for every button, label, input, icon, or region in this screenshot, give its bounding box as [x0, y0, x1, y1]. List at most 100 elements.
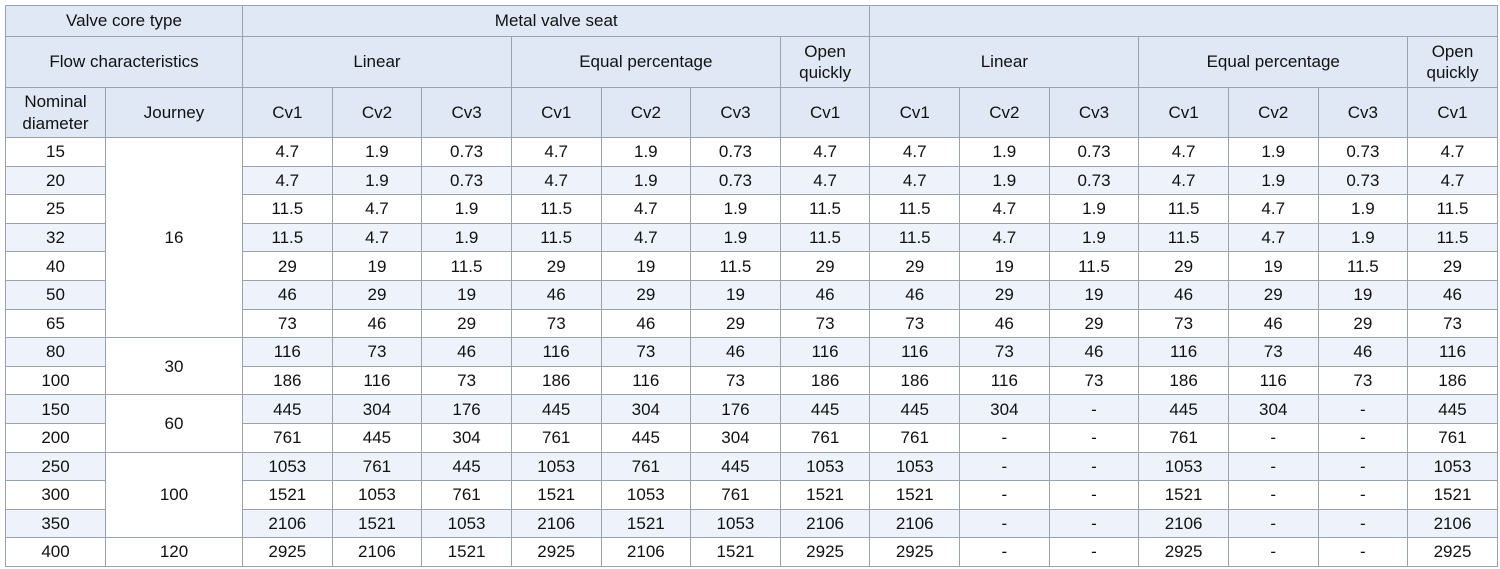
- cv-cell: -: [1227, 508, 1319, 539]
- column-header: Cv3: [690, 87, 781, 138]
- header-cell: Metal valve seat: [242, 5, 871, 37]
- cv-cell: 761: [421, 480, 512, 510]
- journey-cell: 100: [104, 451, 244, 539]
- cv-cell: 46: [959, 308, 1050, 339]
- cv-cell: -: [1317, 422, 1409, 453]
- cv-cell: 73: [510, 308, 602, 339]
- group-header: Open quickly: [779, 36, 871, 88]
- cv-cell: 0.73: [421, 165, 512, 196]
- table-row: 50 46 29 19 46 29 19 46 46 29 19 46 29 19 46: [5, 279, 1498, 310]
- cv-cell: 761: [779, 422, 871, 453]
- table-row: Nominal diameter Journey Cv1 Cv2 Cv3 Cv1 Cv2 Cv…: [5, 87, 1498, 138]
- cv-cell: 1053: [779, 451, 871, 482]
- table-row: 20 4.7 1.9 0.73 4.7 1.9 0.73 4.7 4.7 1.9 0.73 4.7 1.…: [5, 165, 1498, 196]
- cv-cell: 116: [869, 337, 961, 367]
- cv-cell: 73: [421, 365, 512, 396]
- cv-cell: 73: [779, 308, 871, 339]
- cv-cell: 186: [1407, 365, 1498, 396]
- table-row: 65 73 46 29 73 46 29 73 73 46 29 73 46 29 73: [5, 308, 1498, 339]
- cv-cell: 29: [331, 279, 423, 310]
- cv-cell: 46: [1048, 337, 1140, 367]
- cv-cell: 445: [600, 422, 692, 453]
- column-header: Cv2: [959, 87, 1050, 138]
- cv-cell: 4.7: [331, 222, 423, 253]
- cv-cell: 445: [690, 451, 781, 482]
- table-row: 300 1521 1053 761 1521 1053 761 1521 1521- -1521-…: [5, 480, 1498, 510]
- cv-cell: 1521: [1138, 480, 1229, 510]
- cv-cell: 4.7: [600, 222, 692, 253]
- diameter-cell: 32: [5, 222, 106, 253]
- cv-cell: 1053: [1138, 451, 1229, 482]
- cv-cell: 73: [242, 308, 333, 339]
- cv-cell: 19: [959, 251, 1050, 281]
- header-cell: Journey: [104, 87, 244, 138]
- column-header: Cv3: [421, 87, 512, 138]
- cv-cell: 2925: [779, 537, 871, 567]
- cv-cell: 2106: [779, 508, 871, 539]
- cv-cell: 761: [331, 451, 423, 482]
- cv-cell: -: [1317, 394, 1409, 424]
- cv-cell: 29: [779, 251, 871, 281]
- cv-cell: 1053: [869, 451, 961, 482]
- cv-cell: 176: [421, 394, 512, 424]
- journey-cell: 120: [104, 537, 244, 567]
- table-row: 40 29 19 11.5 29 19 11.5 29 29 19 11.5 29 19 11.5 29: [5, 251, 1498, 281]
- cv-cell: 116: [510, 337, 602, 367]
- cv-cell: 29: [1227, 279, 1319, 310]
- cv-cell: 304: [421, 422, 512, 453]
- journey-cell: 30: [104, 337, 244, 396]
- column-header: Cv2: [331, 87, 423, 138]
- column-header: Cv2: [1227, 87, 1319, 138]
- cv-cell: 445: [421, 451, 512, 482]
- cv-cell: 761: [242, 422, 333, 453]
- cv-cell: 11.5: [510, 194, 602, 224]
- group-header: Linear: [869, 36, 1140, 88]
- cv-cell: 46: [869, 279, 961, 310]
- cv-cell: 4.7: [779, 137, 871, 167]
- cv-cell: 761: [600, 451, 692, 482]
- cv-cell: 73: [1317, 365, 1409, 396]
- cv-cell: 445: [510, 394, 602, 424]
- cv-cell: -: [1048, 508, 1140, 539]
- cv-cell: 19: [600, 251, 692, 281]
- cv-cell: 1053: [510, 451, 602, 482]
- cv-cell: 1053: [421, 508, 512, 539]
- cv-cell: 46: [1317, 337, 1409, 367]
- cv-cell: 186: [779, 365, 871, 396]
- cv-cell: -: [1317, 537, 1409, 567]
- cv-cell: 186: [1138, 365, 1229, 396]
- cv-cell: 1521: [690, 537, 781, 567]
- cv-cell: 1.9: [690, 194, 781, 224]
- cv-cell: 4.7: [331, 194, 423, 224]
- cv-cell: 0.73: [421, 137, 512, 167]
- cv-cell: 46: [421, 337, 512, 367]
- diameter-cell: 20: [5, 165, 106, 196]
- cv-cell: 116: [779, 337, 871, 367]
- cv-cell: 73: [959, 337, 1050, 367]
- cv-cell: -: [1227, 451, 1319, 482]
- cv-cell: 761: [1407, 422, 1498, 453]
- cv-cell: 445: [1407, 394, 1498, 424]
- column-header: Cv1: [242, 87, 333, 138]
- table-row: 100 186 116 73 186 116 73 186 186 116 73 186 116 73 18…: [5, 365, 1498, 396]
- cv-cell: 11.5: [779, 194, 871, 224]
- cv-cell: 4.7: [869, 137, 961, 167]
- column-header: Cv3: [1048, 87, 1140, 138]
- cv-cell: 186: [869, 365, 961, 396]
- cv-cell: 761: [869, 422, 961, 453]
- cv-cell: 2106: [242, 508, 333, 539]
- cv-cell: -: [959, 537, 1050, 567]
- cv-cell: 2106: [331, 537, 423, 567]
- cv-cell: 4.7: [600, 194, 692, 224]
- cv-cell: 0.73: [1048, 165, 1140, 196]
- cv-cell: 29: [242, 251, 333, 281]
- cv-cell: 19: [331, 251, 423, 281]
- table-row: 80 30 116 73 46 116 73 46 116 116 73 46 116 73 46 116: [5, 337, 1498, 396]
- table-row: 32 11.5 4.7 1.9 11.5 4.7 1.9 11.5 11.5 4.7 1.9 11.5…: [5, 222, 1498, 253]
- cv-cell: 4.7: [510, 137, 602, 167]
- cv-cell: 29: [690, 308, 781, 339]
- cv-cell: 4.7: [1227, 222, 1319, 253]
- column-header: Cv3: [1317, 87, 1409, 138]
- cv-cell: 46: [600, 308, 692, 339]
- journey-cell: 60: [104, 394, 244, 453]
